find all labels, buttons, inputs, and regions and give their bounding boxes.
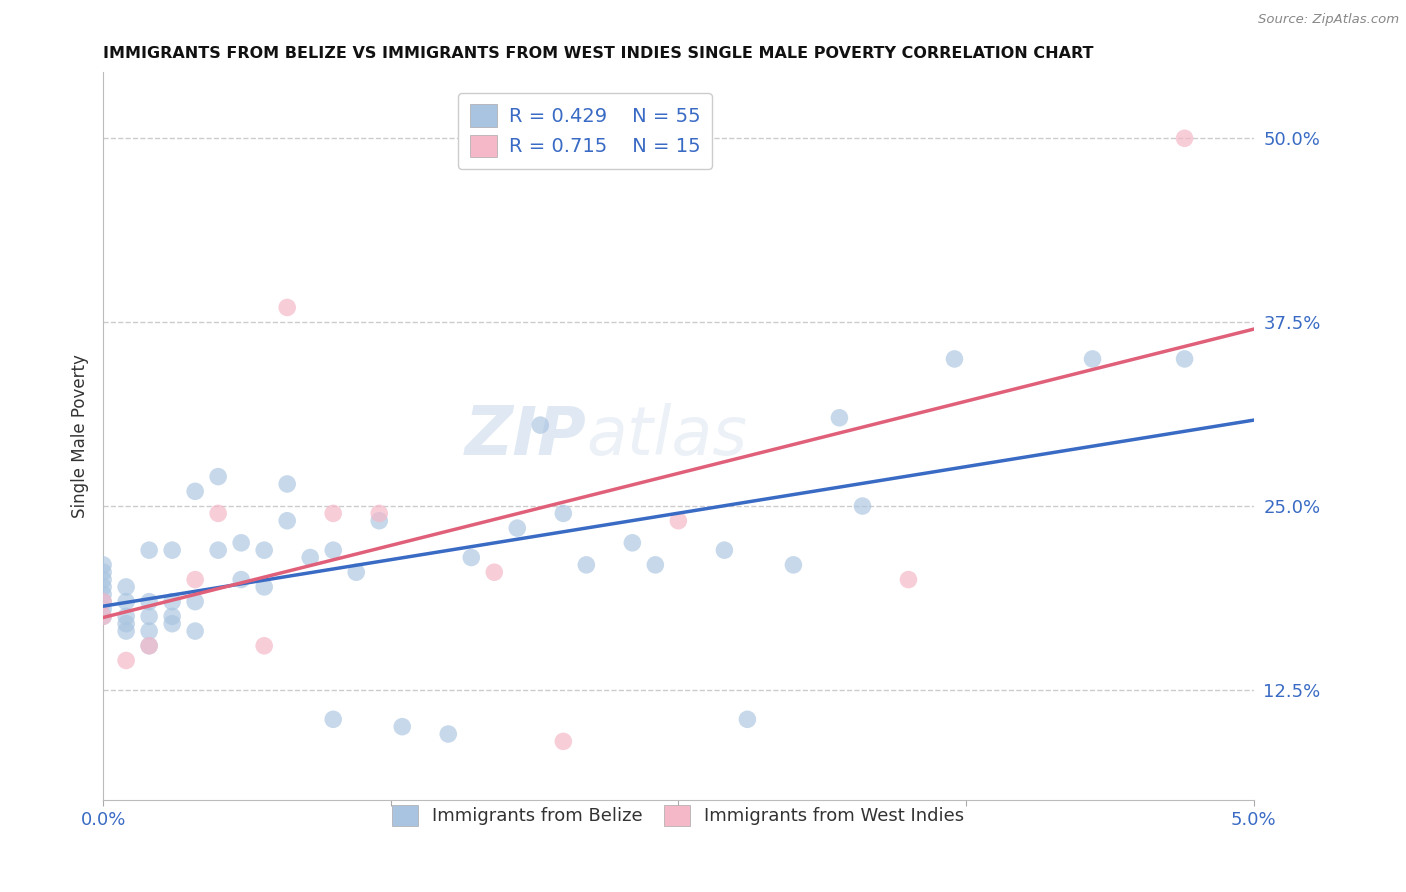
Point: [666, 514, 689, 528]
Point: [322, 507, 344, 521]
Point: [828, 410, 851, 425]
Point: [115, 616, 138, 631]
Point: [184, 573, 207, 587]
Point: [368, 507, 391, 521]
Point: [91, 594, 114, 608]
Text: atlas: atlas: [586, 403, 748, 469]
Point: [506, 521, 529, 535]
Point: [138, 609, 160, 624]
Text: ZIP: ZIP: [464, 403, 586, 469]
Point: [138, 624, 160, 638]
Point: [207, 543, 229, 558]
Point: [91, 609, 114, 624]
Point: [253, 580, 276, 594]
Text: Source: ZipAtlas.com: Source: ZipAtlas.com: [1258, 13, 1399, 27]
Point: [138, 639, 160, 653]
Point: [437, 727, 460, 741]
Text: IMMIGRANTS FROM BELIZE VS IMMIGRANTS FROM WEST INDIES SINGLE MALE POVERTY CORREL: IMMIGRANTS FROM BELIZE VS IMMIGRANTS FRO…: [103, 46, 1094, 62]
Point: [737, 712, 759, 726]
Point: [91, 558, 114, 572]
Point: [184, 594, 207, 608]
Point: [529, 418, 551, 433]
Point: [115, 624, 138, 638]
Point: [160, 543, 183, 558]
Point: [91, 587, 114, 601]
Point: [184, 624, 207, 638]
Point: [276, 477, 298, 491]
Point: [276, 301, 298, 315]
Point: [207, 469, 229, 483]
Point: [553, 734, 575, 748]
Point: [276, 514, 298, 528]
Legend: Immigrants from Belize, Immigrants from West Indies: Immigrants from Belize, Immigrants from …: [384, 796, 973, 835]
Point: [575, 558, 598, 572]
Point: [160, 609, 183, 624]
Point: [253, 543, 276, 558]
Point: [644, 558, 666, 572]
Point: [207, 507, 229, 521]
Point: [553, 507, 575, 521]
Point: [160, 594, 183, 608]
Point: [344, 566, 367, 580]
Point: [943, 351, 966, 366]
Point: [115, 594, 138, 608]
Point: [184, 484, 207, 499]
Point: [160, 616, 183, 631]
Point: [138, 639, 160, 653]
Point: [1081, 351, 1104, 366]
Point: [851, 499, 873, 513]
Point: [713, 543, 735, 558]
Point: [138, 543, 160, 558]
Point: [115, 580, 138, 594]
Y-axis label: Single Male Poverty: Single Male Poverty: [72, 354, 89, 518]
Point: [231, 573, 253, 587]
Point: [1174, 131, 1197, 145]
Point: [138, 594, 160, 608]
Point: [91, 573, 114, 587]
Point: [91, 594, 114, 608]
Point: [897, 573, 920, 587]
Point: [91, 602, 114, 616]
Point: [322, 712, 344, 726]
Point: [621, 536, 644, 550]
Point: [1174, 351, 1197, 366]
Point: [391, 720, 413, 734]
Point: [322, 543, 344, 558]
Point: [91, 566, 114, 580]
Point: [115, 653, 138, 667]
Point: [368, 514, 391, 528]
Point: [91, 580, 114, 594]
Point: [115, 609, 138, 624]
Point: [253, 639, 276, 653]
Point: [231, 536, 253, 550]
Point: [484, 566, 506, 580]
Point: [91, 609, 114, 624]
Point: [460, 550, 482, 565]
Point: [299, 550, 322, 565]
Point: [782, 558, 804, 572]
